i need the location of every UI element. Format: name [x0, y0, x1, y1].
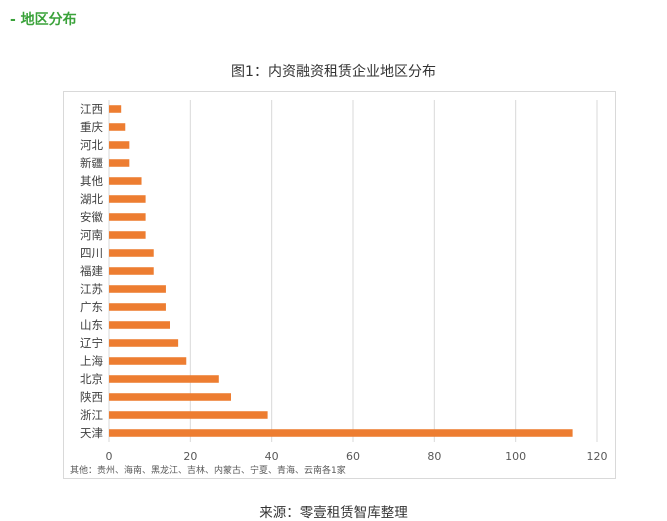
x-tick-label-20: 20: [183, 450, 197, 463]
bar-layer: [109, 105, 573, 437]
bar-北京: [109, 375, 219, 383]
y-category-label-四川: 四川: [80, 246, 103, 260]
x-tick-label-60: 60: [346, 450, 360, 463]
bar-重庆: [109, 123, 126, 131]
label-layer: 0 20 40 60 80 100 120 江西重庆河北新疆其他湖北安徽河南四川福建江苏广东山…: [80, 102, 608, 463]
y-category-label-北京: 北京: [80, 372, 103, 386]
y-category-label-其他: 其他: [80, 174, 103, 188]
y-category-label-河南: 河南: [80, 228, 103, 242]
y-category-label-天津: 天津: [80, 426, 103, 440]
bar-安徽: [109, 213, 146, 221]
bar-山东: [109, 321, 170, 329]
bar-天津: [109, 429, 573, 437]
x-tick-label-0: 0: [106, 450, 113, 463]
y-category-label-辽宁: 辽宁: [80, 336, 103, 350]
y-category-label-江苏: 江苏: [80, 282, 103, 296]
bar-四川: [109, 249, 154, 257]
x-tick-label-40: 40: [265, 450, 279, 463]
y-category-label-重庆: 重庆: [80, 120, 103, 134]
y-category-label-山东: 山东: [80, 318, 103, 332]
y-category-label-陕西: 陕西: [80, 390, 103, 404]
x-tick-label-100: 100: [505, 450, 526, 463]
grid-layer: [108, 100, 598, 442]
bar-其他: [109, 177, 142, 185]
chart-frame: 0 20 40 60 80 100 120 江西重庆河北新疆其他湖北安徽河南四川福建江苏广东山…: [63, 91, 616, 479]
y-category-label-新疆: 新疆: [80, 156, 103, 170]
bar-江西: [109, 105, 122, 113]
y-category-label-安徽: 安徽: [80, 210, 103, 224]
bar-陕西: [109, 393, 231, 401]
bar-湖北: [109, 195, 146, 203]
bar-chart: 0 20 40 60 80 100 120 江西重庆河北新疆其他湖北安徽河南四川福建江苏广东山…: [70, 100, 608, 476]
chart-note: 其他：贵州、海南、黑龙江、吉林、内蒙古、宁夏、青海、云南各1家: [70, 464, 346, 476]
bar-浙江: [109, 411, 268, 419]
y-category-label-湖北: 湖北: [80, 192, 103, 206]
bar-河南: [109, 231, 146, 239]
y-category-label-福建: 福建: [80, 264, 103, 278]
y-category-label-上海: 上海: [80, 354, 103, 368]
source-caption: 来源：零壹租赁智库整理: [259, 505, 408, 521]
bar-广东: [109, 303, 166, 311]
x-tick-label-120: 120: [587, 450, 608, 463]
x-tick-label-80: 80: [427, 450, 441, 463]
bar-新疆: [109, 159, 130, 167]
bar-河北: [109, 141, 130, 149]
bar-江苏: [109, 285, 166, 293]
y-category-label-浙江: 浙江: [80, 408, 103, 422]
section-heading: - 地区分布: [10, 12, 77, 28]
y-category-label-江西: 江西: [80, 102, 103, 116]
y-category-label-河北: 河北: [80, 138, 103, 152]
bar-辽宁: [109, 339, 179, 347]
y-category-label-广东: 广东: [80, 300, 103, 314]
chart-title: 图1：内资融资租赁企业地区分布: [231, 64, 436, 80]
bar-上海: [109, 357, 187, 365]
bar-福建: [109, 267, 154, 275]
